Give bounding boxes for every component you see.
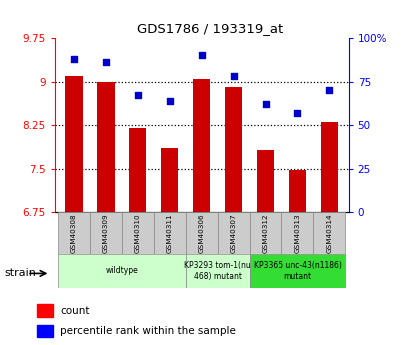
FancyBboxPatch shape [281,212,313,254]
Bar [193,79,210,212]
Point [134,93,141,98]
FancyBboxPatch shape [218,212,249,254]
Text: KP3365 unc-43(n1186)
mutant: KP3365 unc-43(n1186) mutant [254,261,341,280]
Point [294,110,301,116]
Bar [257,150,274,212]
Bar [225,87,242,212]
FancyBboxPatch shape [122,212,154,254]
Point [326,87,333,93]
FancyBboxPatch shape [154,212,186,254]
Bar [37,304,52,317]
Text: GSM40309: GSM40309 [103,213,109,253]
Text: GSM40311: GSM40311 [167,213,173,253]
Point [262,101,269,107]
Text: GSM40313: GSM40313 [294,213,300,253]
Text: GDS1786 / 193319_at: GDS1786 / 193319_at [137,22,283,36]
Text: count: count [60,306,89,316]
Bar [289,170,306,212]
Text: GSM40312: GSM40312 [262,213,268,253]
FancyBboxPatch shape [186,212,218,254]
FancyBboxPatch shape [58,254,186,288]
Text: wildtype: wildtype [105,266,138,275]
Bar [97,81,115,212]
Text: GSM40307: GSM40307 [231,213,236,253]
Text: KP3293 tom-1(nu
468) mutant: KP3293 tom-1(nu 468) mutant [184,261,251,280]
Text: GSM40314: GSM40314 [326,213,332,253]
Point [166,98,173,104]
Text: GSM40308: GSM40308 [71,213,77,253]
Point [71,56,77,62]
Bar [37,325,52,337]
FancyBboxPatch shape [249,212,281,254]
Point [230,73,237,79]
FancyBboxPatch shape [313,212,345,254]
Bar [320,122,338,212]
Text: GSM40310: GSM40310 [135,213,141,253]
FancyBboxPatch shape [58,212,90,254]
Bar [129,128,147,212]
Bar [65,76,83,212]
Point [102,60,109,65]
Text: strain: strain [4,268,36,278]
Point [198,52,205,58]
FancyBboxPatch shape [90,212,122,254]
Text: percentile rank within the sample: percentile rank within the sample [60,326,236,336]
FancyBboxPatch shape [249,254,345,288]
Text: GSM40306: GSM40306 [199,213,205,253]
FancyBboxPatch shape [186,254,249,288]
Bar [161,148,178,212]
